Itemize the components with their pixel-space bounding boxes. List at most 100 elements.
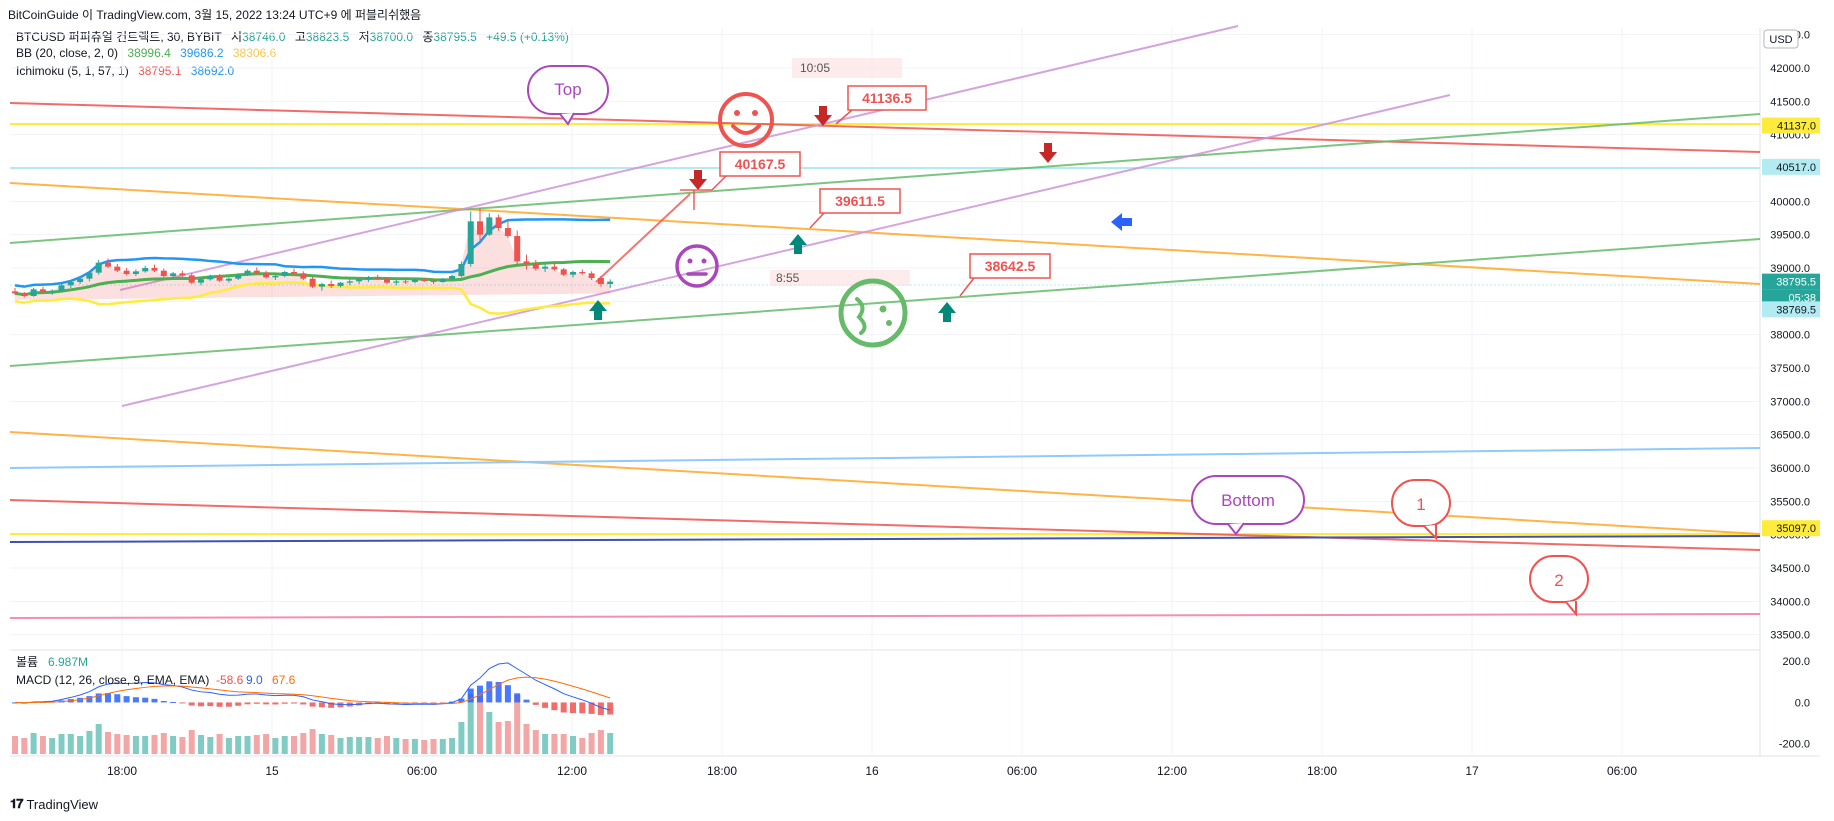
down-arrow-icon[interactable]: [1039, 143, 1057, 163]
projection-line[interactable]: [595, 193, 691, 283]
candle-body[interactable]: [588, 273, 595, 278]
green-uptrend-line-lower[interactable]: [9, 238, 1761, 367]
price-label-38642[interactable]: 38642.5: [959, 253, 1051, 297]
candle-body[interactable]: [579, 272, 586, 274]
down-arrow-icon[interactable]: [689, 170, 707, 190]
pink-level-line[interactable]: [9, 613, 1761, 619]
candle-body[interactable]: [495, 217, 502, 228]
red-downtrend-line-upper[interactable]: [9, 102, 1761, 153]
candle-body[interactable]: [607, 281, 614, 284]
orange-downtrend-line-lower[interactable]: [9, 431, 1761, 535]
time-axis[interactable]: 18:00 15 06:00 12:00 18:00 16 06:00 12:00 18:00 1…: [107, 764, 1637, 778]
arrow-markers[interactable]: [589, 106, 1132, 322]
candle-body[interactable]: [449, 276, 456, 279]
candle-body[interactable]: [467, 221, 474, 264]
candle-body[interactable]: [597, 278, 604, 284]
candle-body[interactable]: [532, 264, 539, 269]
candle-body[interactable]: [523, 261, 530, 264]
candle-body[interactable]: [291, 272, 297, 274]
navy-line[interactable]: [9, 535, 1761, 543]
candle-body[interactable]: [142, 268, 149, 272]
candle-body[interactable]: [318, 284, 325, 287]
candle-body[interactable]: [244, 270, 251, 275]
candle-body[interactable]: [179, 273, 186, 276]
candle-body[interactable]: [402, 281, 409, 283]
callout-2[interactable]: 2: [1529, 555, 1589, 617]
price-label-40167[interactable]: 40167.5: [711, 151, 801, 191]
candle-body[interactable]: [216, 276, 223, 281]
candle-body[interactable]: [542, 266, 549, 269]
candle-body[interactable]: [346, 281, 353, 283]
up-arrow-icon[interactable]: [789, 234, 807, 254]
candle-body[interactable]: [263, 272, 270, 278]
up-arrow-icon[interactable]: [589, 300, 607, 320]
footer-brand[interactable]: 𝟏𝟕 TradingView: [10, 796, 98, 812]
candle-body[interactable]: [21, 293, 28, 296]
candle-body[interactable]: [300, 273, 307, 279]
price-label-39611[interactable]: 39611.5: [809, 188, 901, 229]
candle-body[interactable]: [114, 266, 121, 271]
candle-body[interactable]: [132, 271, 139, 274]
candle-body[interactable]: [58, 285, 65, 291]
candle-body[interactable]: [477, 221, 483, 235]
candle-body[interactable]: [551, 266, 558, 270]
candle-body[interactable]: [374, 277, 381, 279]
purple-channel-lower[interactable]: [121, 94, 1451, 407]
candle-body[interactable]: [365, 277, 372, 280]
bb-label[interactable]: BB (20, close, 2, 0): [16, 46, 119, 60]
candle-body[interactable]: [77, 278, 84, 282]
candle-body[interactable]: [514, 236, 521, 262]
candle-body[interactable]: [430, 280, 437, 282]
candle-body[interactable]: [560, 269, 567, 275]
dizzy-face-icon[interactable]: [838, 278, 908, 348]
candle-body[interactable]: [12, 291, 18, 294]
top-callout[interactable]: Top: [527, 65, 609, 126]
neutral-face-icon[interactable]: [675, 244, 719, 288]
candle-body[interactable]: [384, 278, 390, 283]
candle-body[interactable]: [393, 281, 400, 283]
chart-canvas[interactable]: 10:05 8:55 Top Bottom 1 2 41136.5 40167.…: [0, 0, 1834, 790]
candlesticks[interactable]: [12, 208, 614, 298]
candle-body[interactable]: [235, 274, 242, 279]
candle-body[interactable]: [39, 289, 46, 292]
candle-body[interactable]: [328, 284, 335, 286]
candle-body[interactable]: [309, 278, 316, 287]
candle-body[interactable]: [504, 228, 511, 236]
left-arrow-icon[interactable]: [1111, 213, 1132, 231]
happy-face-icon[interactable]: [718, 92, 774, 148]
candle-body[interactable]: [198, 279, 204, 283]
up-arrow-icon[interactable]: [938, 302, 956, 322]
drawings[interactable]: [9, 25, 1761, 619]
green-uptrend-line-upper[interactable]: [9, 113, 1761, 244]
candle-body[interactable]: [170, 273, 177, 276]
down-arrow-icon[interactable]: [814, 106, 832, 126]
candle-body[interactable]: [356, 279, 363, 282]
candle-body[interactable]: [67, 282, 74, 286]
candle-body[interactable]: [458, 264, 465, 276]
price-label-41136[interactable]: 41136.5: [835, 85, 927, 125]
candle-body[interactable]: [95, 262, 102, 273]
candle-body[interactable]: [337, 282, 344, 286]
candle-body[interactable]: [86, 272, 93, 279]
candle-body[interactable]: [421, 280, 428, 281]
candle-body[interactable]: [570, 272, 576, 275]
candle-body[interactable]: [207, 276, 214, 280]
candle-body[interactable]: [225, 278, 232, 281]
blue-line[interactable]: [9, 447, 1761, 469]
candle-body[interactable]: [281, 272, 288, 276]
candle-body[interactable]: [30, 289, 37, 296]
orange-downtrend-line-upper[interactable]: [9, 182, 1761, 285]
candle-body[interactable]: [272, 276, 279, 278]
candle-body[interactable]: [105, 262, 111, 267]
bottom-callout[interactable]: Bottom: [1191, 475, 1305, 536]
candle-body[interactable]: [439, 278, 446, 282]
purple-channel-upper[interactable]: [119, 25, 1239, 291]
candle-body[interactable]: [49, 290, 56, 292]
candle-body[interactable]: [486, 217, 493, 235]
callout-1[interactable]: 1: [1391, 479, 1451, 541]
candle-body[interactable]: [160, 270, 167, 276]
candle-body[interactable]: [151, 268, 158, 271]
red-downtrend-line-lower[interactable]: [9, 499, 1761, 551]
symbol-name[interactable]: BTCUSD 퍼피츄얼 컨트랙트, 30, BYBIT: [16, 30, 222, 44]
candle-body[interactable]: [411, 280, 418, 282]
